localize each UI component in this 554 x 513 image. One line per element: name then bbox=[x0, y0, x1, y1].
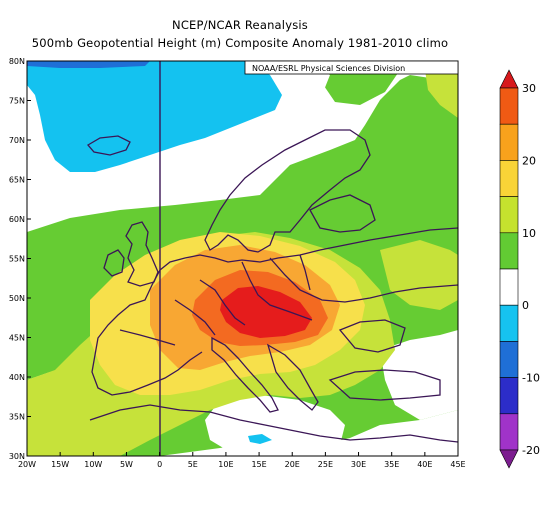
colorbar-label: 20 bbox=[522, 154, 536, 167]
lat-tick-label: 45N bbox=[9, 334, 25, 343]
lon-tick-label: 20W bbox=[18, 460, 36, 469]
lon-tick-label: 35E bbox=[384, 460, 399, 469]
credit-text: NOAA/ESRL Physical Sciences Division bbox=[252, 64, 405, 73]
colorbar-bottom-arrow bbox=[499, 449, 519, 469]
contour-red bbox=[220, 286, 312, 338]
lon-tick-label: 15W bbox=[51, 460, 69, 469]
lat-tick-label: 55N bbox=[9, 255, 25, 264]
anomaly-field bbox=[27, 61, 458, 456]
contour-white-med bbox=[205, 395, 345, 456]
colorbar-top-arrow bbox=[499, 69, 519, 89]
lon-tick-label: 30E bbox=[351, 460, 366, 469]
colorbar-label: 10 bbox=[522, 227, 536, 240]
colorbar-segment bbox=[499, 341, 519, 378]
lon-tick-label: 40E bbox=[417, 460, 432, 469]
lon-tick-label: 15E bbox=[251, 460, 266, 469]
colorbar-label: -10 bbox=[522, 372, 540, 385]
colorbar-segment bbox=[499, 304, 519, 342]
lat-axis: 80N 75N 70N 65N 60N 55N 50N 45N 40N 35N 30N bbox=[9, 57, 31, 461]
lat-tick-label: 60N bbox=[9, 215, 25, 224]
contour-lightgreen-east bbox=[380, 240, 458, 310]
lon-tick-label: 0 bbox=[157, 460, 162, 469]
colorbar-segment bbox=[499, 232, 519, 270]
colorbar-segment bbox=[499, 413, 519, 451]
lat-tick-label: 40N bbox=[9, 373, 25, 382]
contour-blue bbox=[27, 61, 282, 172]
lon-tick-label: 5E bbox=[188, 460, 198, 469]
lat-tick-label: 30N bbox=[9, 452, 25, 461]
colorbar-segment bbox=[499, 160, 519, 197]
colorbar-segment bbox=[499, 123, 519, 161]
chart-title: NCEP/NCAR Reanalysis bbox=[172, 18, 308, 32]
chart-subtitle: 500mb Geopotential Height (m) Composite … bbox=[31, 36, 449, 50]
lon-tick-label: 10E bbox=[218, 460, 233, 469]
lon-tick-label: 45E bbox=[450, 460, 465, 469]
lat-tick-label: 65N bbox=[9, 176, 25, 185]
colorbar-label: -20 bbox=[522, 444, 540, 457]
lon-tick-label: 5W bbox=[120, 460, 133, 469]
lat-tick-label: 80N bbox=[9, 57, 25, 66]
contour-white-se bbox=[380, 330, 458, 420]
contour-blue-med bbox=[248, 434, 272, 444]
lon-tick-label: 20E bbox=[285, 460, 300, 469]
colorbar-label: 0 bbox=[522, 299, 529, 312]
contour-blue-dark bbox=[27, 61, 150, 68]
lat-tick-label: 70N bbox=[9, 136, 25, 145]
contour-lightgreen-ne bbox=[425, 68, 458, 118]
lon-tick-label: 10W bbox=[84, 460, 102, 469]
lat-tick-label: 35N bbox=[9, 413, 25, 422]
colorbar-segment bbox=[499, 268, 519, 306]
lon-axis: 20W 15W 10W 5W 0 5E 10E 15E 20E 25E 30E 35E 40E 45E bbox=[18, 452, 466, 469]
coastlines bbox=[86, 129, 458, 443]
lon-tick-label: 25E bbox=[318, 460, 333, 469]
colorbar-segment bbox=[499, 87, 519, 125]
colorbar-segment bbox=[499, 377, 519, 415]
credit-box bbox=[244, 60, 459, 75]
colorbar-label: 30 bbox=[522, 82, 536, 95]
lat-tick-label: 75N bbox=[9, 97, 25, 106]
lat-tick-label: 50N bbox=[9, 294, 25, 303]
colorbar-segment bbox=[499, 196, 519, 234]
